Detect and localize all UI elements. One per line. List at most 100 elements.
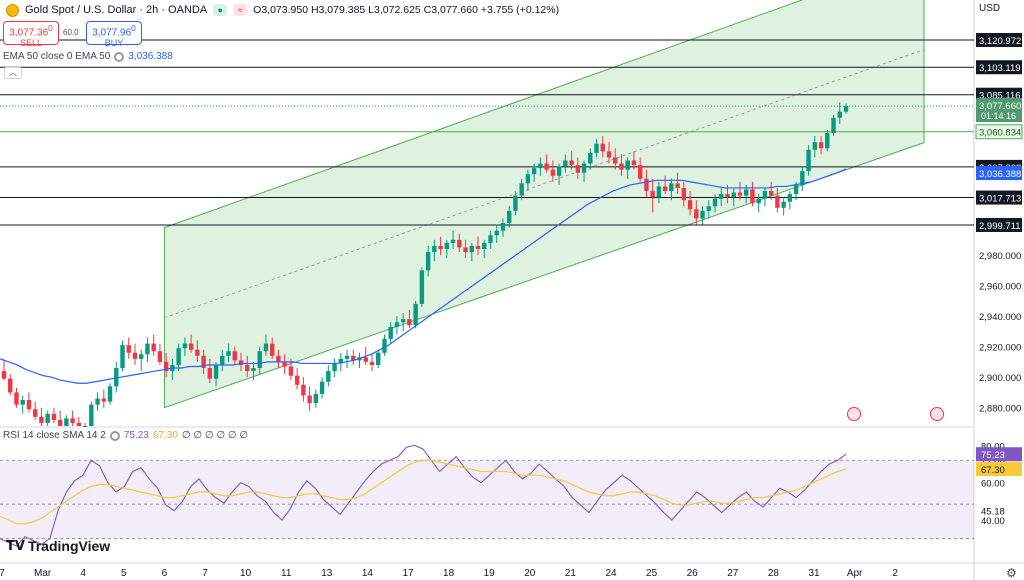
rsi-sma-line [0,459,847,525]
rsi-sma-value-label: 67.30 [981,465,1005,476]
candle-body [307,395,312,404]
gold-symbol-icon [6,3,19,17]
candle-body [82,426,88,427]
candle-body [213,364,219,379]
candle-body [276,355,281,362]
us-flag-event-icon[interactable] [847,407,861,421]
candle-body [787,194,793,202]
candle-body [226,351,231,356]
candle-body [400,319,406,323]
candle-body [145,343,150,355]
candle-body [488,235,493,243]
rsi-tick-label: 72.00 [981,456,1005,467]
rsi-legend[interactable]: RSI 14 close SMA 14 2 75.23 67.30 ∅ ∅ ∅ … [3,430,248,441]
time-tick-label: Apr [847,568,863,579]
candle-body [51,413,57,420]
candle-body [257,351,262,369]
time-tick-label: Mar [34,568,52,579]
level-price-label: 3,085.116 [979,91,1021,102]
time-tick-label: 20 [524,568,536,579]
candle-body [157,351,163,362]
candle-body [419,270,425,304]
candle-body [656,186,662,198]
candle-body [781,201,786,208]
candle-body [332,363,337,372]
price-tick-label: 2,920.000 [979,343,1021,354]
candle-body [120,345,125,369]
us-flag-event-icon[interactable] [930,407,944,421]
chart-header: Gold Spot / U.S. Dollar · 2h · OANDA ● ≈… [6,3,559,17]
rsi-value-tag [976,447,1022,462]
indicator-loading-icon [109,430,120,441]
ema-legend-text: EMA 50 close 0 EMA 50 [3,51,111,62]
time-tick-label: 27 [727,568,739,579]
candle-body [687,200,693,210]
buy-price: 3,077.96 [92,27,132,39]
data-status-icon[interactable]: ≈ [233,4,248,16]
buy-button[interactable]: 3,077.960 BUY [86,21,142,48]
candle-body [26,400,32,410]
candle-body [507,210,512,224]
candle-body [89,404,94,426]
market-open-icon[interactable]: ● [213,4,228,16]
rsi-legend-value: 75.23 [123,430,149,441]
time-tick-label: 7 [202,568,208,579]
candle-body [139,354,144,359]
level-price-label: 3,017.713 [979,194,1021,205]
ema-price-label: 3,036.388 [979,169,1021,180]
candle-body [756,198,761,204]
collapse-legend-button[interactable]: ︿ [4,67,22,79]
candle-body [500,223,506,231]
candle-body [14,392,19,405]
candle-body [531,168,537,175]
candle-body [725,194,730,198]
rsi-sma-legend-value: 67.30 [152,430,178,441]
candle-body [76,422,82,426]
candle-body [388,326,393,340]
candle-body [288,366,294,376]
candle-body [238,360,244,365]
candle-body [95,398,100,405]
candle-body [463,247,468,253]
level-price-tag [975,124,1023,140]
candle-body [606,151,612,158]
ema-line [0,168,847,384]
time-tick-label: 13 [321,568,333,579]
candle-body [712,198,718,207]
settings-gear-icon[interactable]: ⚙ [1006,566,1017,580]
time-tick-label: 4 [80,568,86,579]
candle-body [407,319,412,326]
ohlc-values: O3,073.950 H3,079.385 L3,072.625 C3,077.… [253,4,560,16]
candle-body [588,152,593,164]
time-tick-label: 7 [0,568,5,579]
regression-channel [163,0,925,409]
candle-body [444,242,450,249]
candle-body [762,191,768,199]
symbol-title[interactable]: Gold Spot / U.S. Dollar · 2h · OANDA [25,4,208,16]
price-tick-label: 2,880.000 [979,404,1021,415]
candle-body [39,416,44,423]
ema-legend-value: 3,036.388 [128,51,173,62]
ema-legend[interactable]: EMA 50 close 0 EMA 50 3,036.388 [3,51,173,62]
candle-body [413,303,418,326]
candle-body [594,143,599,153]
candle-body [775,195,780,208]
candle-body [719,194,724,199]
sell-button[interactable]: 3,077.360 SELL [3,21,59,48]
candle-body [319,381,325,394]
candle-body [188,343,194,350]
candle-body [706,206,711,211]
candle-body [475,245,481,249]
candle-body [519,183,524,196]
candle-body [669,183,674,192]
candle-body [220,355,225,365]
level-price-tag [976,32,1022,47]
candle-body [825,133,830,149]
candle-body [425,252,431,271]
candle-body [457,239,462,248]
level-price-label: 2,999.711 [979,221,1021,232]
level-price-label: 3,060.834 [979,128,1021,139]
tradingview-logo: 𝗧𝗩 TradingView [6,538,110,554]
currency-label[interactable]: USD [979,3,1001,14]
